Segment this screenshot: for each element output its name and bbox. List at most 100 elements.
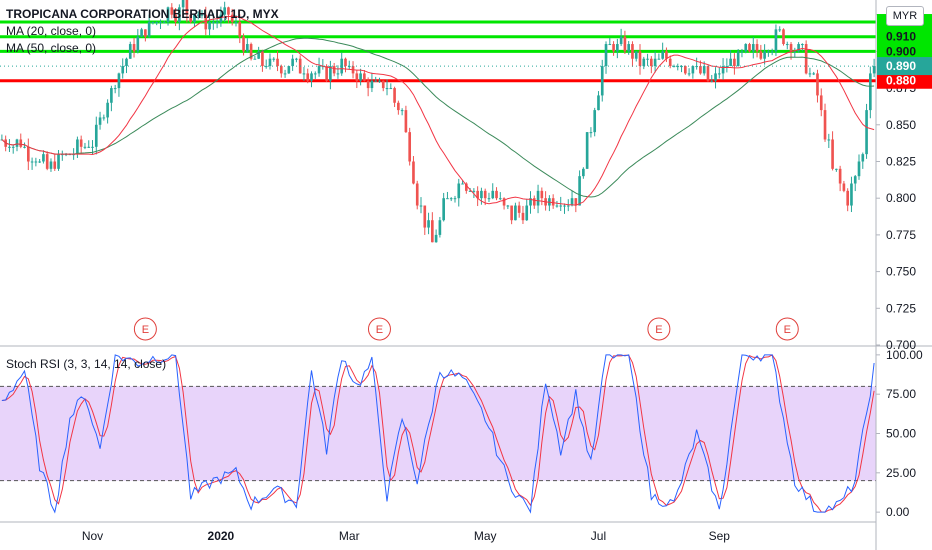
candle-body — [725, 66, 729, 68]
candle-body — [789, 44, 793, 52]
candle-body — [427, 220, 430, 228]
candle-body — [521, 212, 525, 221]
candle — [53, 153, 57, 171]
candle — [98, 111, 102, 130]
rsi-tick-label: 50.00 — [886, 427, 916, 441]
candle-body — [264, 66, 268, 68]
candle — [529, 191, 532, 214]
candle-body — [76, 139, 79, 155]
candle-body — [831, 139, 834, 169]
candle — [627, 41, 631, 55]
candle — [110, 85, 113, 112]
candle — [389, 83, 393, 90]
candle-body — [276, 58, 279, 67]
candle-body — [238, 22, 242, 37]
candle-body — [257, 51, 260, 59]
candle — [431, 212, 434, 243]
candle-body — [287, 66, 291, 74]
candle-body — [823, 110, 827, 140]
currency-button[interactable]: MYR — [886, 6, 924, 26]
candle — [616, 38, 619, 59]
earnings-label: E — [142, 324, 149, 336]
candle — [106, 99, 109, 124]
candle — [532, 195, 536, 209]
candle-body — [128, 44, 132, 59]
candle-body — [619, 36, 623, 45]
candle-body — [717, 73, 721, 75]
candle-body — [597, 95, 600, 111]
level-badge-2: 0.900 — [877, 43, 932, 60]
candle — [363, 70, 366, 82]
candle — [540, 187, 544, 206]
candle-body — [699, 66, 702, 74]
time-tick-label: 2020 — [208, 529, 235, 543]
candle — [317, 57, 321, 77]
candle-body — [125, 58, 128, 67]
candle — [661, 42, 664, 60]
currency-label: MYR — [892, 10, 918, 22]
candle-body — [616, 44, 619, 52]
candle — [434, 229, 438, 243]
candle — [865, 103, 868, 159]
candle — [57, 150, 60, 171]
candle — [495, 187, 498, 201]
candle — [313, 71, 317, 79]
candle-body — [196, 14, 200, 16]
candle-body — [155, 22, 159, 24]
candle — [498, 192, 502, 200]
candle-body — [740, 51, 744, 53]
candle — [850, 176, 853, 213]
candle — [212, 13, 215, 30]
candle — [642, 56, 646, 70]
last-price-label: 0.890 — [886, 59, 916, 73]
candle — [585, 132, 589, 170]
rsi-tick-label: 75.00 — [886, 387, 916, 401]
candle — [536, 184, 540, 214]
candle — [525, 198, 529, 221]
candle — [506, 204, 510, 210]
last-price-badge: 0.890 — [877, 57, 932, 76]
rsi-k-line — [1, 354, 875, 514]
candle — [838, 165, 842, 192]
candle — [869, 66, 872, 119]
candle — [449, 197, 453, 202]
candle-body — [563, 205, 566, 207]
candle-body — [208, 22, 211, 30]
candle — [710, 74, 714, 83]
candle — [774, 24, 778, 56]
candle — [706, 65, 710, 82]
candle — [174, 8, 177, 26]
candle-body — [529, 198, 532, 206]
level-badge-3: 0.880 — [877, 72, 932, 89]
candle — [748, 42, 751, 53]
candle-body — [412, 161, 415, 184]
candle-body — [480, 190, 483, 199]
candle — [793, 47, 797, 58]
candle-body — [355, 73, 359, 81]
candle — [763, 44, 766, 65]
candle — [487, 192, 491, 202]
candle — [483, 188, 487, 206]
candle — [846, 188, 850, 212]
rsi-tick-label: 0.00 — [886, 505, 910, 519]
candle — [253, 55, 257, 60]
candle-body — [212, 22, 215, 24]
candle-body — [170, 7, 174, 15]
candle — [423, 205, 427, 235]
candle — [517, 201, 521, 218]
candle-body — [672, 66, 676, 68]
candle-body — [555, 205, 559, 207]
candle-body — [532, 198, 536, 206]
candle — [427, 212, 430, 235]
candle — [329, 60, 332, 90]
candle-body — [106, 102, 109, 118]
candle-body — [234, 22, 238, 24]
candle — [555, 200, 559, 208]
candle — [227, 6, 230, 24]
candle-body — [778, 29, 782, 31]
candle — [744, 43, 748, 54]
candle — [717, 67, 721, 79]
candle-body — [570, 198, 574, 206]
candle — [687, 68, 691, 77]
candle — [593, 107, 597, 137]
